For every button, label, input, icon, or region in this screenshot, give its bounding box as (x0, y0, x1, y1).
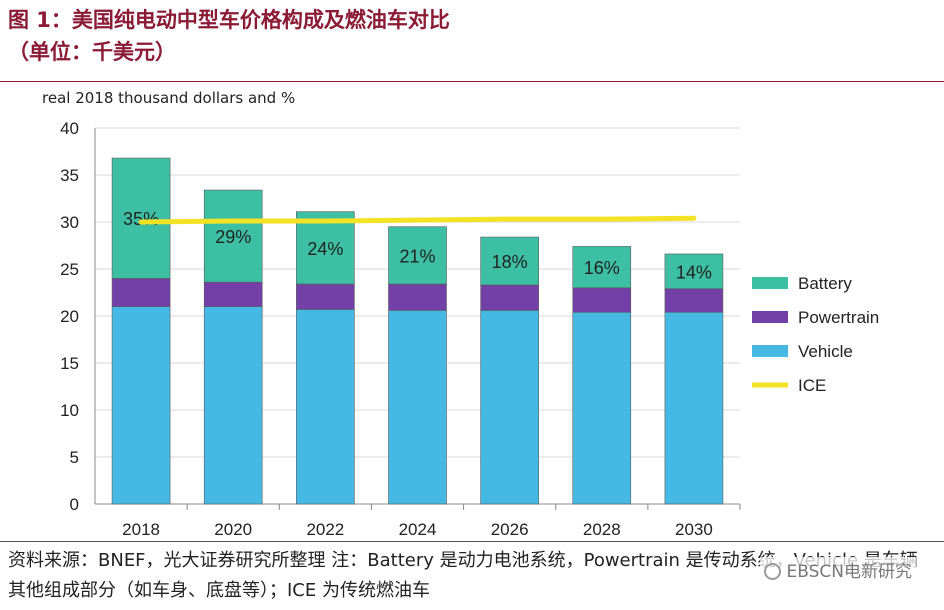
bar-segment-battery (664, 253, 724, 290)
figure-title-line2: （单位：千美元） (8, 40, 176, 64)
bar-segment-powertrain (572, 287, 632, 313)
bar-segment-battery (388, 226, 447, 285)
battery-share-label: 35% (123, 209, 159, 229)
bar-segment-powertrain (203, 281, 263, 307)
legend-swatch-battery (752, 277, 788, 289)
bar-segment-battery (480, 236, 539, 286)
bar-segment-powertrain (664, 288, 724, 313)
legend-swatch-powertrain (752, 311, 788, 323)
bar-segment-battery (203, 189, 263, 283)
battery-share-label: 18% (492, 252, 528, 272)
bar-segment-battery (572, 246, 632, 289)
figure-title-line1: 图 1：美国纯电动中型车价格构成及燃油车对比 (8, 8, 450, 32)
y-tick-label: 25 (60, 260, 79, 279)
x-tick-label: 2028 (583, 520, 621, 539)
bar-segment-powertrain (296, 283, 355, 310)
bar-segment-battery (296, 211, 355, 285)
bar-segment-vehicle (572, 311, 632, 505)
legend-label-ice: ICE (798, 376, 826, 395)
stacked-bar-chart: 0 5 10 15 20 25 30 35 40 35% 2018 29% 2020 24% 2022 21%… (60, 119, 879, 539)
legend-swatch-vehicle (752, 345, 788, 357)
y-tick-label: 20 (60, 307, 79, 326)
x-tick-label: 2020 (214, 520, 252, 539)
y-tick-label: 0 (70, 495, 79, 514)
y-tick-label: 30 (60, 213, 79, 232)
x-tick-label: 2024 (399, 520, 437, 539)
watermark-text: EBSCN电新研究 (786, 562, 912, 582)
legend-label-vehicle: Vehicle (798, 342, 853, 361)
bottom-divider (0, 541, 944, 542)
legend-label-powertrain: Powertrain (798, 308, 879, 327)
y-tick-label: 5 (70, 448, 79, 467)
top-divider (0, 81, 944, 82)
battery-share-label: 14% (676, 262, 712, 282)
bar-segment-battery (111, 157, 171, 279)
y-tick-label: 35 (60, 166, 79, 185)
watermark: EBSCN电新研究 (759, 557, 916, 582)
x-tick-label: 2018 (122, 520, 160, 539)
x-tick-label: 2022 (306, 520, 344, 539)
battery-share-label: 29% (215, 227, 251, 247)
bar-segment-powertrain (388, 283, 447, 311)
battery-share-label: 24% (307, 239, 343, 259)
bar-segment-vehicle (296, 309, 355, 505)
unit-label: real 2018 thousand dollars and % (42, 89, 296, 107)
bar-segment-vehicle (203, 306, 263, 505)
bar-segment-powertrain (480, 284, 539, 311)
bar-segment-vehicle (388, 310, 447, 505)
legend-label-battery: Battery (798, 274, 852, 293)
ice-line (138, 215, 697, 225)
y-tick-label: 10 (60, 401, 79, 420)
bar-segment-powertrain (111, 278, 171, 307)
y-tick-label: 40 (60, 119, 79, 138)
bar-segment-vehicle (664, 311, 724, 505)
x-tick-label: 2030 (675, 520, 713, 539)
battery-share-label: 21% (399, 246, 435, 266)
bar-segment-vehicle (111, 306, 171, 505)
y-tick-label: 15 (60, 354, 79, 373)
bar-segment-vehicle (480, 310, 539, 505)
source-note: 资料来源：BNEF，光大证券研究所整理 注：Battery 是动力电池系统，Po… (8, 550, 918, 601)
wechat-icon (763, 563, 781, 580)
x-tick-label: 2026 (491, 520, 529, 539)
battery-share-label: 16% (584, 258, 620, 278)
figure-title: 图 1：美国纯电动中型车价格构成及燃油车对比 （单位：千美元） (8, 4, 450, 68)
